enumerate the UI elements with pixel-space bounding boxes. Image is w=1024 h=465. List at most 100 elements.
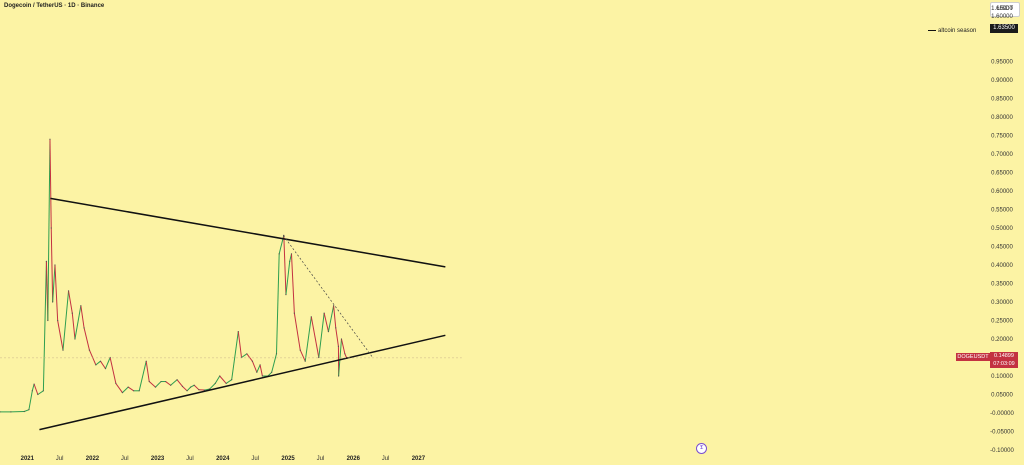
series-segment xyxy=(285,261,291,295)
data-point xyxy=(310,316,312,318)
indicator-legend[interactable]: altcoin season xyxy=(928,28,988,38)
series-segment xyxy=(80,305,85,328)
x-tick-label: 2024 xyxy=(216,456,230,462)
y-tick-label: 0.10000 xyxy=(991,374,1013,380)
series-segment xyxy=(37,390,44,395)
data-point xyxy=(67,290,70,292)
series-segment xyxy=(193,384,200,391)
series-segment xyxy=(182,385,188,392)
data-point xyxy=(340,338,343,340)
series-segment xyxy=(335,327,339,347)
data-point xyxy=(335,327,337,329)
data-point xyxy=(80,305,82,307)
series-segment xyxy=(338,338,342,377)
data-point xyxy=(0,411,1,413)
data-point xyxy=(95,364,97,366)
x-tick-label: Jul xyxy=(251,456,259,462)
y-tick-label: -0.10000 xyxy=(990,448,1014,454)
series-segment xyxy=(323,312,329,332)
data-point xyxy=(45,260,48,262)
series-segment xyxy=(333,305,337,328)
y-tick-label: 0.70000 xyxy=(991,152,1013,158)
data-point xyxy=(344,353,346,355)
data-point xyxy=(52,301,54,303)
series-segment xyxy=(50,227,54,303)
y-tick-label: 0.65000 xyxy=(991,171,1013,177)
y-tick-label: 0.50000 xyxy=(991,226,1013,232)
series-segment xyxy=(31,384,35,391)
series-segment xyxy=(100,360,106,369)
data-point xyxy=(42,390,44,392)
series-segment xyxy=(74,305,82,340)
data-point xyxy=(31,390,33,392)
data-point xyxy=(181,385,184,387)
data-point xyxy=(271,371,273,373)
data-point xyxy=(225,382,227,384)
data-point xyxy=(318,356,320,359)
data-point xyxy=(104,368,107,370)
series-segment xyxy=(259,364,263,377)
data-point xyxy=(99,360,102,362)
series-segment xyxy=(95,360,101,366)
y-tick-label: 1.65000 xyxy=(991,6,1013,12)
series-segment xyxy=(52,264,56,303)
y-tick-label: 0.55000 xyxy=(991,208,1013,214)
data-point xyxy=(323,312,325,314)
data-point xyxy=(299,349,301,351)
data-point xyxy=(278,253,280,255)
y-tick-label: 0.45000 xyxy=(991,245,1013,251)
trendlines xyxy=(0,197,462,431)
price-series xyxy=(0,138,348,413)
x-tick-label: 2026 xyxy=(347,456,361,462)
data-point xyxy=(198,389,200,391)
series-segment xyxy=(327,305,335,332)
dashed-trendline xyxy=(282,235,373,358)
data-point xyxy=(289,260,291,262)
data-point xyxy=(33,383,35,385)
series-segment xyxy=(71,313,76,340)
currency-button[interactable]: USDT xyxy=(990,2,1020,17)
y-axis: 1.65000 1.60000 0.95000 0.90000 0.85000 0.800… xyxy=(990,6,1014,454)
series-segment xyxy=(214,375,221,384)
series-segment xyxy=(28,390,33,410)
x-tick-label: Jul xyxy=(56,456,64,462)
data-point xyxy=(333,305,335,307)
series-segment xyxy=(219,375,227,384)
bar-countdown: 07:03:09 xyxy=(993,361,1015,367)
series-segment xyxy=(267,371,273,377)
series-segment xyxy=(122,386,129,394)
data-point xyxy=(246,353,248,355)
series-segment xyxy=(145,361,150,382)
series-segment xyxy=(42,261,47,391)
series-segment xyxy=(271,353,277,373)
data-point xyxy=(231,379,233,381)
data-point xyxy=(170,384,172,386)
tradingview-logo-icon[interactable]: 𝕿 xyxy=(696,443,707,454)
data-point xyxy=(193,384,195,386)
x-tick-label: 2023 xyxy=(151,456,165,462)
lower-trendline xyxy=(39,334,446,431)
data-point xyxy=(121,392,124,394)
series-segment xyxy=(155,381,162,388)
y-tick-label: 0.80000 xyxy=(991,115,1013,121)
indicator-value-tag: 1.63500 xyxy=(990,24,1018,33)
x-tick-label: 2027 xyxy=(412,456,426,462)
series-segment xyxy=(209,383,216,390)
series-segment xyxy=(57,320,64,351)
series-segment xyxy=(225,379,232,384)
series-segment xyxy=(293,313,301,351)
y-tick-label: 0.05000 xyxy=(991,393,1013,399)
series-segment xyxy=(340,338,346,354)
data-point xyxy=(203,389,205,391)
data-point xyxy=(148,380,150,383)
data-point xyxy=(28,409,30,411)
series-segment xyxy=(246,353,253,362)
data-point xyxy=(214,382,216,384)
data-point xyxy=(71,312,73,314)
data-point xyxy=(285,294,287,296)
data-point xyxy=(219,375,221,377)
series-segment xyxy=(241,353,248,358)
data-point xyxy=(10,411,12,413)
data-point xyxy=(304,360,306,362)
